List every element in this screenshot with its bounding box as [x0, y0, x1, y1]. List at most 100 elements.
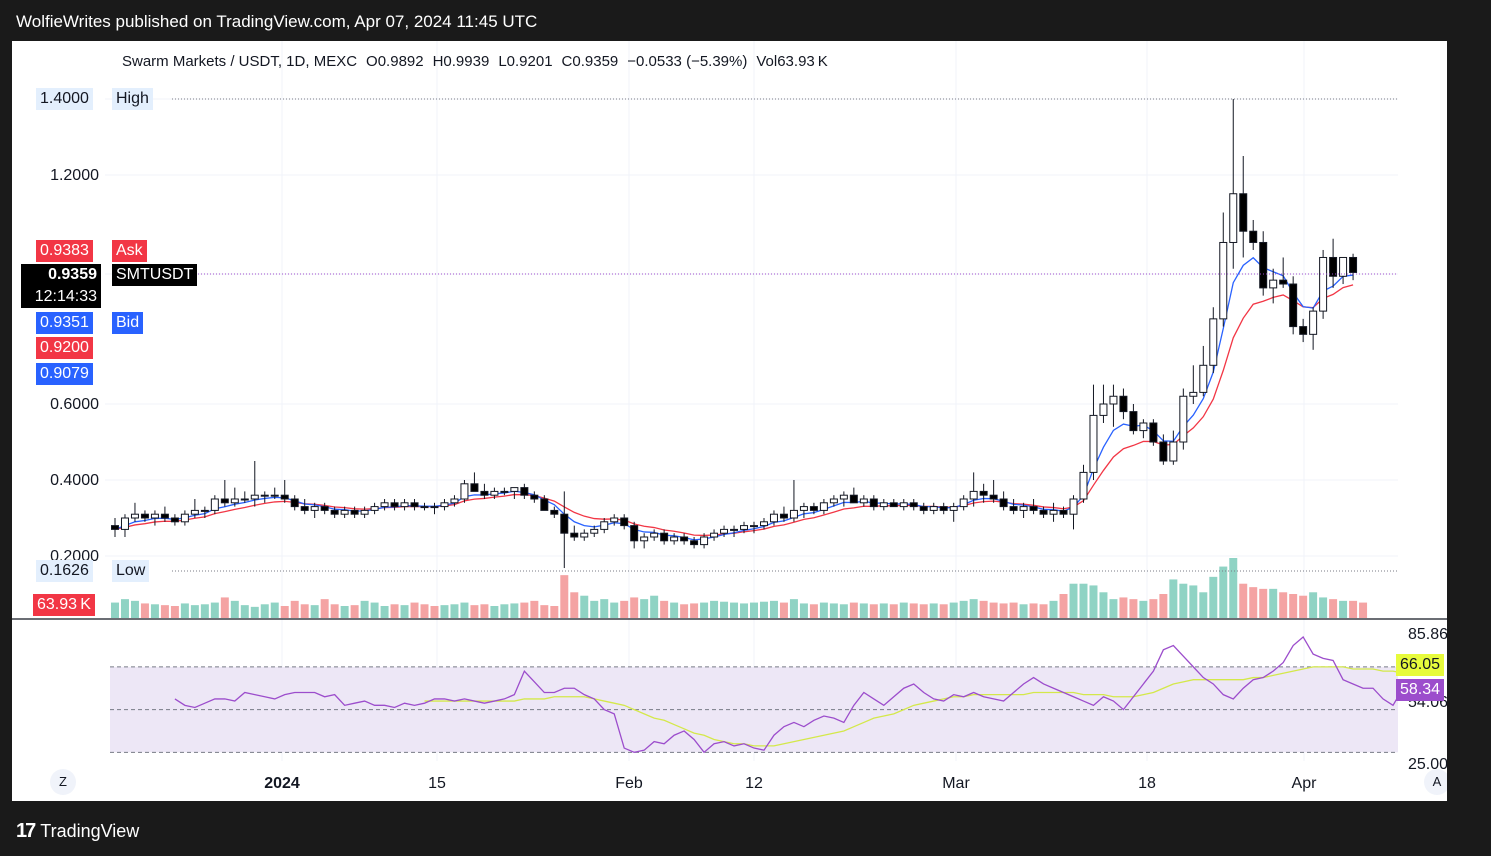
- candle: [879, 499, 888, 511]
- ma-fast-value-tag: 0.9079: [36, 363, 93, 385]
- rsi-tick-label: 25.00: [1408, 756, 1447, 773]
- auto-scale-left-button[interactable]: Z: [50, 769, 76, 795]
- candle: [710, 529, 719, 541]
- candle: [320, 502, 329, 515]
- candle-body: [1109, 395, 1118, 405]
- candle-body: [690, 540, 699, 546]
- candle: [430, 502, 439, 515]
- candle: [730, 525, 739, 537]
- candle-body: [1049, 509, 1058, 515]
- tradingview-logo-icon: 17: [16, 820, 36, 842]
- volume-bar: [1159, 594, 1168, 618]
- volume-bar: [220, 597, 229, 618]
- candle-body: [450, 498, 459, 504]
- candle-body: [380, 502, 389, 508]
- volume-bar: [620, 600, 629, 618]
- volume-bar: [700, 602, 709, 618]
- candle: [779, 506, 788, 522]
- candle: [1119, 388, 1128, 420]
- legend-open: O0.9892: [366, 53, 424, 70]
- candle: [1269, 268, 1278, 304]
- volume-bar: [779, 602, 788, 618]
- candle: [1099, 384, 1108, 423]
- candle-body: [909, 502, 918, 508]
- volume-bar: [969, 599, 978, 618]
- time-axis-label: 18: [1138, 775, 1156, 792]
- candle-body: [1269, 279, 1278, 289]
- candle: [460, 480, 469, 503]
- volume-bar: [520, 602, 529, 618]
- volume-bar: [550, 606, 559, 618]
- candle-body: [630, 525, 639, 542]
- candle: [570, 525, 579, 541]
- candle-body: [1239, 193, 1248, 232]
- candle-body: [590, 528, 599, 534]
- candle: [1309, 307, 1318, 350]
- candle-body: [570, 532, 579, 538]
- candle: [949, 502, 958, 522]
- volume-bar: [869, 604, 878, 618]
- candle: [530, 491, 539, 503]
- rsi-band: [110, 666, 1398, 753]
- candle: [849, 487, 858, 504]
- candle-body: [730, 528, 739, 531]
- candle: [250, 461, 259, 507]
- low-label-tag: Low: [112, 560, 150, 582]
- rsi-line: [174, 635, 1434, 754]
- volume-bar: [1299, 595, 1308, 618]
- footer-logo[interactable]: 17 TradingView: [16, 820, 139, 843]
- candle: [680, 533, 689, 545]
- volume-bar: [150, 604, 159, 618]
- candle: [170, 514, 179, 526]
- candle: [520, 483, 529, 499]
- candle: [1029, 499, 1038, 515]
- volume-bar: [1359, 602, 1368, 618]
- auto-scale-right-button[interactable]: A: [1424, 769, 1447, 795]
- volume-bar: [889, 604, 898, 618]
- volume-bar: [130, 600, 139, 618]
- candle: [240, 491, 249, 503]
- volume-bar: [1259, 588, 1268, 618]
- candle-body: [550, 509, 559, 515]
- volume-bar: [1199, 592, 1208, 618]
- volume-bar: [470, 605, 479, 618]
- legend-close: C0.9359: [561, 53, 619, 70]
- volume-bar: [640, 599, 649, 618]
- volume-bar: [730, 602, 739, 618]
- volume-bar: [939, 604, 948, 618]
- candle-body: [929, 506, 938, 511]
- candle-body: [710, 532, 719, 538]
- candle-body: [400, 502, 409, 508]
- candle: [750, 521, 758, 534]
- volume-bar: [580, 595, 589, 618]
- chart-svg[interactable]: 1.20000.60000.40000.200085.8654.0625.002…: [12, 41, 1447, 801]
- volume-bar: [170, 606, 179, 618]
- candle: [1239, 156, 1248, 258]
- candle: [1109, 384, 1118, 427]
- volume-bar: [829, 603, 838, 618]
- candle: [500, 487, 509, 496]
- candle: [789, 480, 798, 522]
- volume-bar: [390, 604, 399, 618]
- volume-bar: [670, 602, 679, 618]
- volume-bar: [959, 600, 968, 618]
- candle-body: [150, 513, 159, 519]
- candle: [1169, 430, 1178, 465]
- volume-bar: [1049, 600, 1058, 618]
- candle: [370, 502, 379, 515]
- volume-bar: [440, 605, 449, 618]
- volume-bar: [160, 605, 169, 618]
- candle: [340, 506, 349, 518]
- volume-bar: [190, 605, 199, 618]
- rsi-lines: [174, 635, 1434, 754]
- legend-low: L0.9201: [498, 53, 553, 70]
- volume-bar: [999, 603, 1008, 618]
- price-tick-label: 0.6000: [50, 396, 99, 413]
- volume-bar: [1239, 583, 1248, 618]
- chart-frame[interactable]: 1.2000 0.6000 0.4000 0.2000 85.86 54.06 25.00 2…: [12, 41, 1447, 801]
- candle-body: [1129, 411, 1138, 432]
- high-value-tag: 1.4000: [36, 88, 93, 110]
- moving-averages: [114, 256, 1354, 541]
- candle-body: [1199, 364, 1208, 393]
- volume-bar: [859, 603, 868, 618]
